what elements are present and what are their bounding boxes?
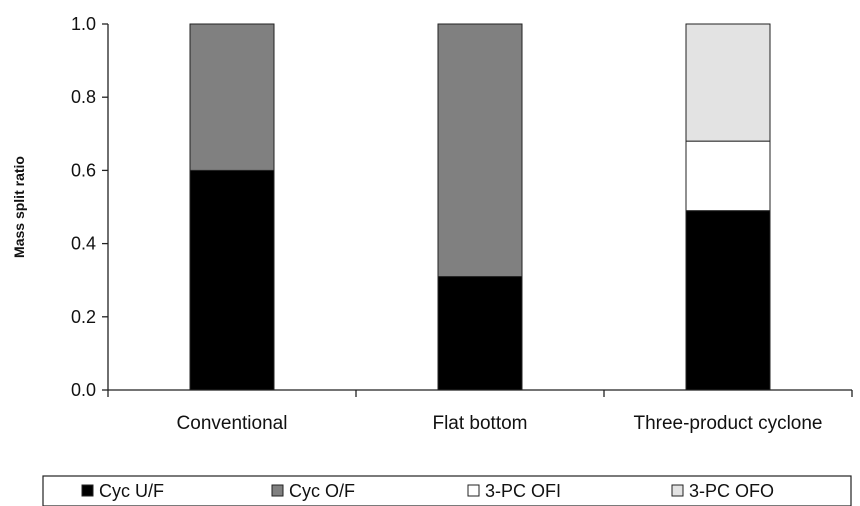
- bar-segment: [685, 140, 771, 212]
- legend-label: 3-PC OFI: [485, 481, 561, 501]
- legend-box: [42, 475, 852, 506]
- bar-segment: [685, 23, 771, 142]
- x-category-label: Three-product cyclone: [633, 413, 822, 434]
- y-axis-label: Mass split ratio: [11, 156, 27, 258]
- y-tick-label: 0.6: [71, 160, 96, 180]
- y-tick-label: 0.2: [71, 307, 96, 327]
- bar-segment: [189, 23, 275, 171]
- plot-area: [189, 23, 771, 391]
- legend-label: Cyc U/F: [99, 481, 164, 501]
- bar-segment: [437, 23, 523, 278]
- bar-segment: [685, 210, 771, 391]
- y-tick-label: 0.8: [71, 87, 96, 107]
- bar-segment: [189, 169, 275, 391]
- legend-label: 3-PC OFO: [689, 481, 774, 501]
- legend: Cyc U/F Cyc O/F 3-PC OFI 3-PC OFO: [42, 475, 852, 506]
- legend-swatch: [81, 484, 94, 497]
- x-category-label: Conventional: [177, 413, 288, 434]
- legend-label: Cyc O/F: [289, 481, 355, 501]
- y-tick-label: 1.0: [71, 14, 96, 34]
- y-axis: 0.0 0.2 0.4 0.6 0.8 1.0: [71, 14, 109, 400]
- y-tick-label: 0.4: [71, 234, 96, 254]
- legend-swatch: [467, 484, 480, 497]
- bar-segment: [437, 276, 523, 391]
- legend-swatch: [671, 484, 684, 497]
- legend-swatch: [271, 484, 284, 497]
- x-axis: Conventional Flat bottom Three-product cyc…: [107, 389, 853, 434]
- y-tick-label: 0.0: [71, 380, 96, 400]
- x-category-label: Flat bottom: [432, 413, 527, 434]
